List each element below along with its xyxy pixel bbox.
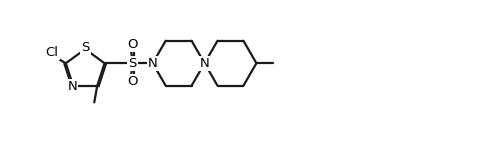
Text: O: O	[127, 75, 138, 88]
Text: Cl: Cl	[46, 46, 59, 59]
Text: S: S	[128, 57, 136, 70]
Text: N: N	[200, 57, 209, 70]
Text: N: N	[148, 57, 158, 70]
Text: N: N	[68, 80, 77, 93]
Text: O: O	[127, 38, 138, 51]
Text: S: S	[82, 41, 90, 54]
